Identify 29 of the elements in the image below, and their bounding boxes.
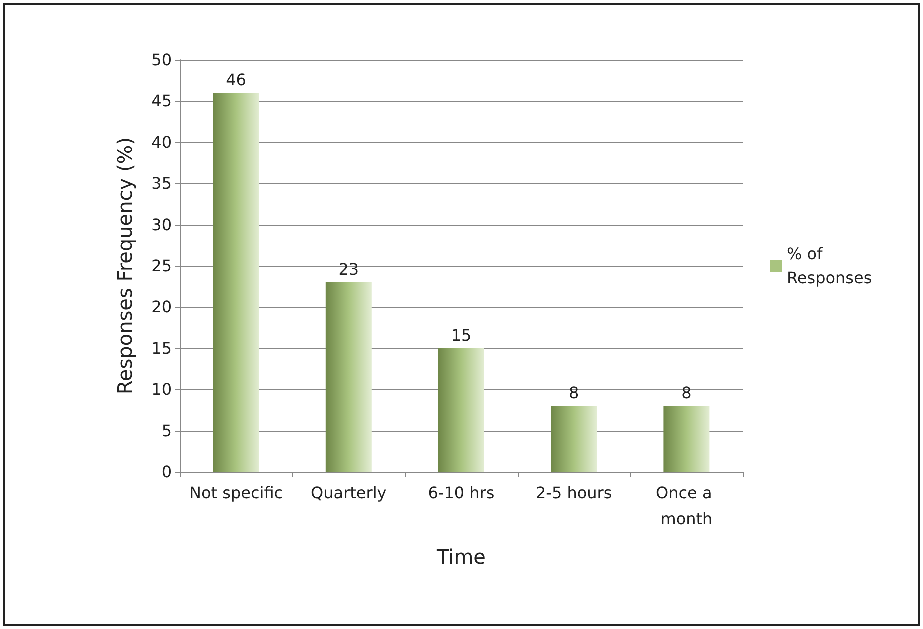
x-tick-label: Not specific — [190, 484, 284, 502]
bar — [438, 348, 484, 472]
y-tick-label: 35 — [152, 174, 172, 194]
y-tick-label: 10 — [152, 380, 172, 400]
x-tick-label: 2-5 hours — [536, 484, 612, 502]
data-label: 46 — [226, 70, 246, 90]
y-tick-label: 45 — [152, 92, 172, 111]
data-label: 23 — [338, 260, 360, 279]
data-label: 15 — [451, 326, 472, 345]
bar — [664, 406, 710, 472]
y-tick-label: 0 — [162, 462, 172, 482]
y-tick-label: 50 — [152, 50, 172, 70]
y-tick-label: 40 — [152, 132, 172, 152]
bar — [551, 406, 598, 472]
bar — [326, 282, 372, 472]
y-tick-label: 30 — [152, 215, 172, 234]
x-tick-label: 6-10 hrs — [428, 484, 495, 502]
x-tick-label: Quarterly — [311, 484, 387, 502]
legend-label: % of Responses — [787, 244, 872, 288]
x-tick-label: Once a month — [656, 484, 718, 528]
y-tick-label: 5 — [162, 421, 172, 440]
data-label: 8 — [569, 384, 580, 403]
bar — [213, 92, 260, 472]
data-label: 8 — [682, 384, 692, 403]
y-tick-label: 15 — [152, 338, 172, 358]
y-tick-label: 25 — [152, 256, 172, 276]
x-axis-title: Time — [436, 545, 486, 569]
y-tick-label: 20 — [152, 298, 172, 317]
y-axis-title: Responses Frequency (%) — [113, 137, 137, 395]
